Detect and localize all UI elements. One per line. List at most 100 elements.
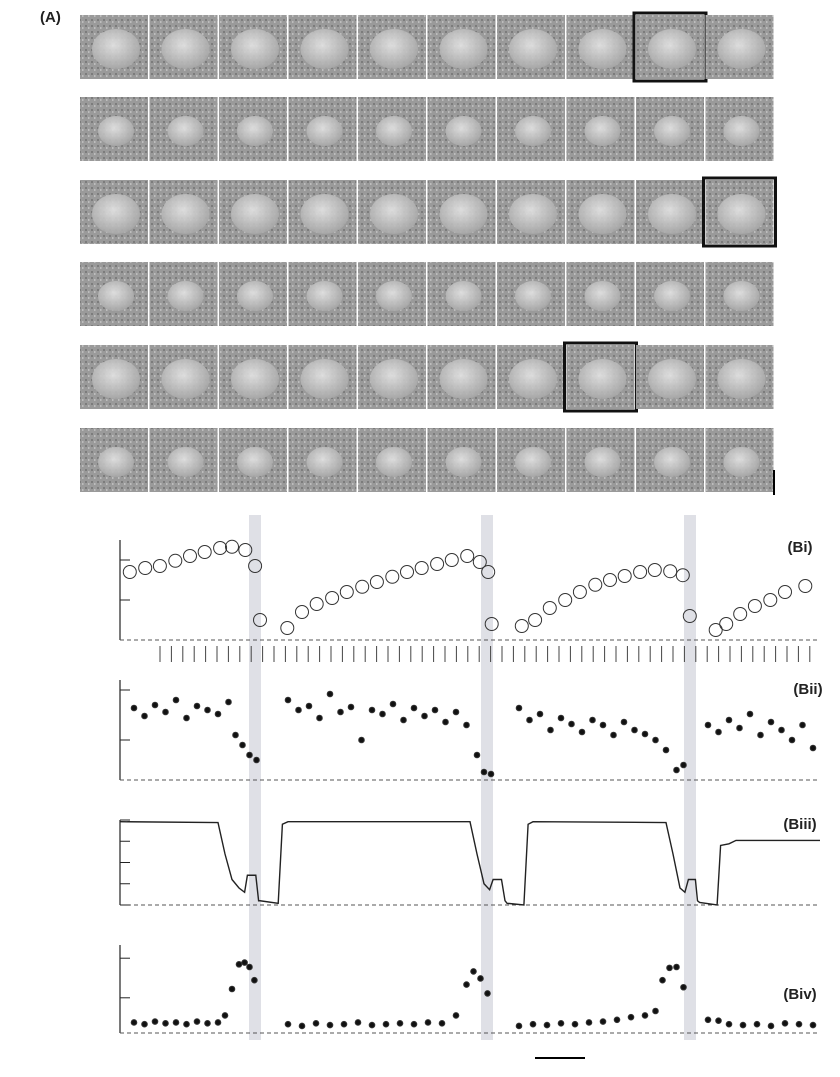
data-point (214, 710, 222, 718)
panel-label: (Biii) (783, 816, 816, 833)
data-point (168, 553, 183, 568)
data-point (715, 728, 722, 736)
data-point (368, 1021, 376, 1029)
cell (98, 281, 134, 311)
data-point (472, 555, 487, 569)
data-point (251, 976, 258, 984)
data-point (400, 565, 414, 579)
data-point (484, 617, 499, 631)
data-point (312, 1020, 320, 1027)
data-point (704, 721, 712, 729)
data-point (452, 708, 460, 716)
data-point (385, 569, 400, 584)
data-point (725, 716, 733, 724)
data-point (641, 1012, 649, 1019)
data-point (444, 553, 459, 567)
data-point (463, 981, 470, 988)
data-point (708, 623, 723, 637)
data-point (172, 1019, 180, 1026)
data-point (141, 1020, 148, 1028)
data-point (410, 1020, 418, 1028)
data-point (613, 1016, 621, 1024)
data-point (747, 599, 762, 613)
cell (445, 281, 482, 311)
data-point (280, 621, 295, 635)
data-point (795, 1020, 803, 1028)
data-point (480, 768, 488, 776)
cell (654, 447, 690, 477)
data-point (631, 726, 638, 734)
highlight-bands (249, 515, 696, 1040)
cell (648, 194, 696, 234)
data-point (248, 559, 263, 573)
cell (515, 116, 551, 146)
cell (92, 359, 140, 399)
cell (578, 359, 627, 399)
data-point (599, 1018, 607, 1025)
data-point (183, 714, 190, 722)
cell (161, 359, 210, 399)
data-point (347, 703, 355, 711)
data-point (309, 597, 324, 611)
cell (161, 29, 210, 69)
data-point (673, 766, 680, 774)
panel-label: (Bi) (788, 539, 813, 556)
data-point (295, 605, 309, 619)
highlight-box (702, 176, 777, 248)
data-point (368, 706, 376, 714)
data-point (253, 613, 267, 627)
data-point (326, 1021, 334, 1029)
data-point (442, 718, 449, 726)
data-point (572, 585, 587, 599)
data-point (431, 706, 439, 714)
data-point (339, 585, 354, 599)
data-point (238, 543, 253, 557)
data-point (389, 700, 397, 708)
cell (237, 116, 273, 146)
data-point (183, 1020, 190, 1028)
data-point (162, 1020, 169, 1027)
data-point (379, 710, 386, 718)
cell (584, 447, 621, 477)
data-point (682, 609, 697, 623)
cell (167, 281, 204, 311)
data-point (515, 704, 523, 712)
cell (717, 29, 766, 69)
data-point (778, 726, 785, 734)
cell (509, 359, 557, 399)
cell (717, 359, 766, 399)
data-point (424, 1019, 432, 1026)
data-point (414, 561, 429, 575)
cell (445, 116, 482, 146)
cell (509, 29, 557, 69)
data-point (213, 541, 228, 555)
cell (723, 116, 760, 146)
data-point (151, 701, 159, 709)
data-point (719, 617, 734, 631)
cell (654, 281, 690, 311)
data-point (430, 557, 445, 571)
cell (578, 29, 627, 69)
data-point (515, 1022, 523, 1030)
cell (92, 29, 140, 69)
cell (306, 281, 343, 311)
data-point (652, 736, 659, 744)
cell (237, 281, 273, 311)
data-point (246, 751, 253, 759)
cell (445, 447, 482, 477)
data-point (197, 545, 212, 559)
cell (376, 447, 412, 477)
cell (439, 29, 488, 69)
data-point (438, 1020, 446, 1027)
data-point (204, 1020, 211, 1027)
data-point (757, 731, 764, 739)
data-point (673, 963, 680, 971)
data-point (228, 985, 236, 993)
data-point (325, 591, 340, 605)
data-point (284, 1020, 292, 1028)
data-point (369, 575, 384, 589)
cell (515, 447, 551, 477)
cell (717, 194, 766, 234)
cell (370, 359, 418, 399)
